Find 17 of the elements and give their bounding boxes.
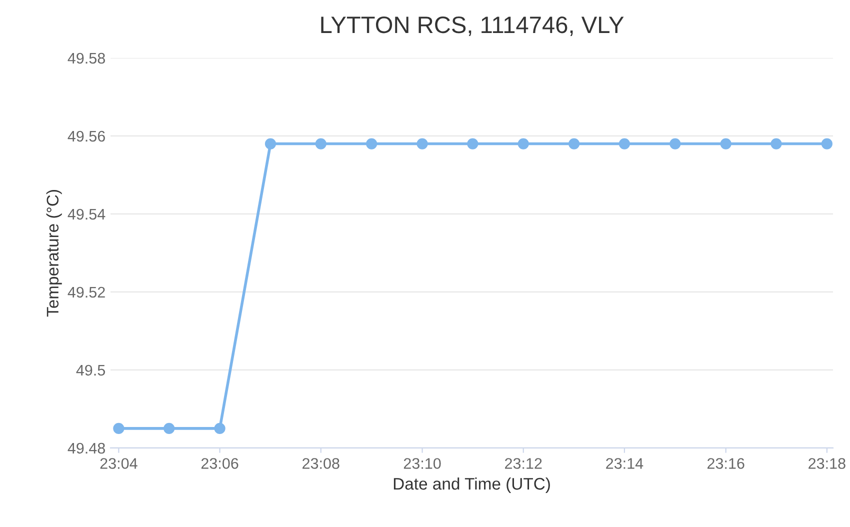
y-tick-label: 49.58 (68, 52, 105, 64)
y-tick-label: 49.56 (68, 130, 105, 142)
chart-title: LYTTON RCS, 1114746, VLY (321, 16, 624, 36)
x-tick-label: 23:06 (201, 458, 238, 469)
x-tick-label: 23:10 (404, 458, 441, 469)
y-tick-label: 49.52 (68, 286, 105, 298)
x-tick-label: 23:18 (808, 458, 846, 469)
x-tick-label: 23:16 (707, 458, 744, 469)
y-tick-label: 49.5 (76, 364, 105, 376)
x-axis-title: Date and Time (UTC) (394, 477, 550, 493)
x-tick-label: 23:04 (100, 458, 138, 469)
y-tick-label: 49.54 (68, 208, 106, 220)
y-axis-title: Temperature (°C) (46, 190, 62, 317)
x-tick-label: 23:14 (606, 458, 644, 469)
x-tick-label: 23:08 (302, 458, 340, 469)
x-tick-label: 23:12 (505, 458, 542, 469)
y-tick-label: 49.48 (68, 442, 105, 454)
